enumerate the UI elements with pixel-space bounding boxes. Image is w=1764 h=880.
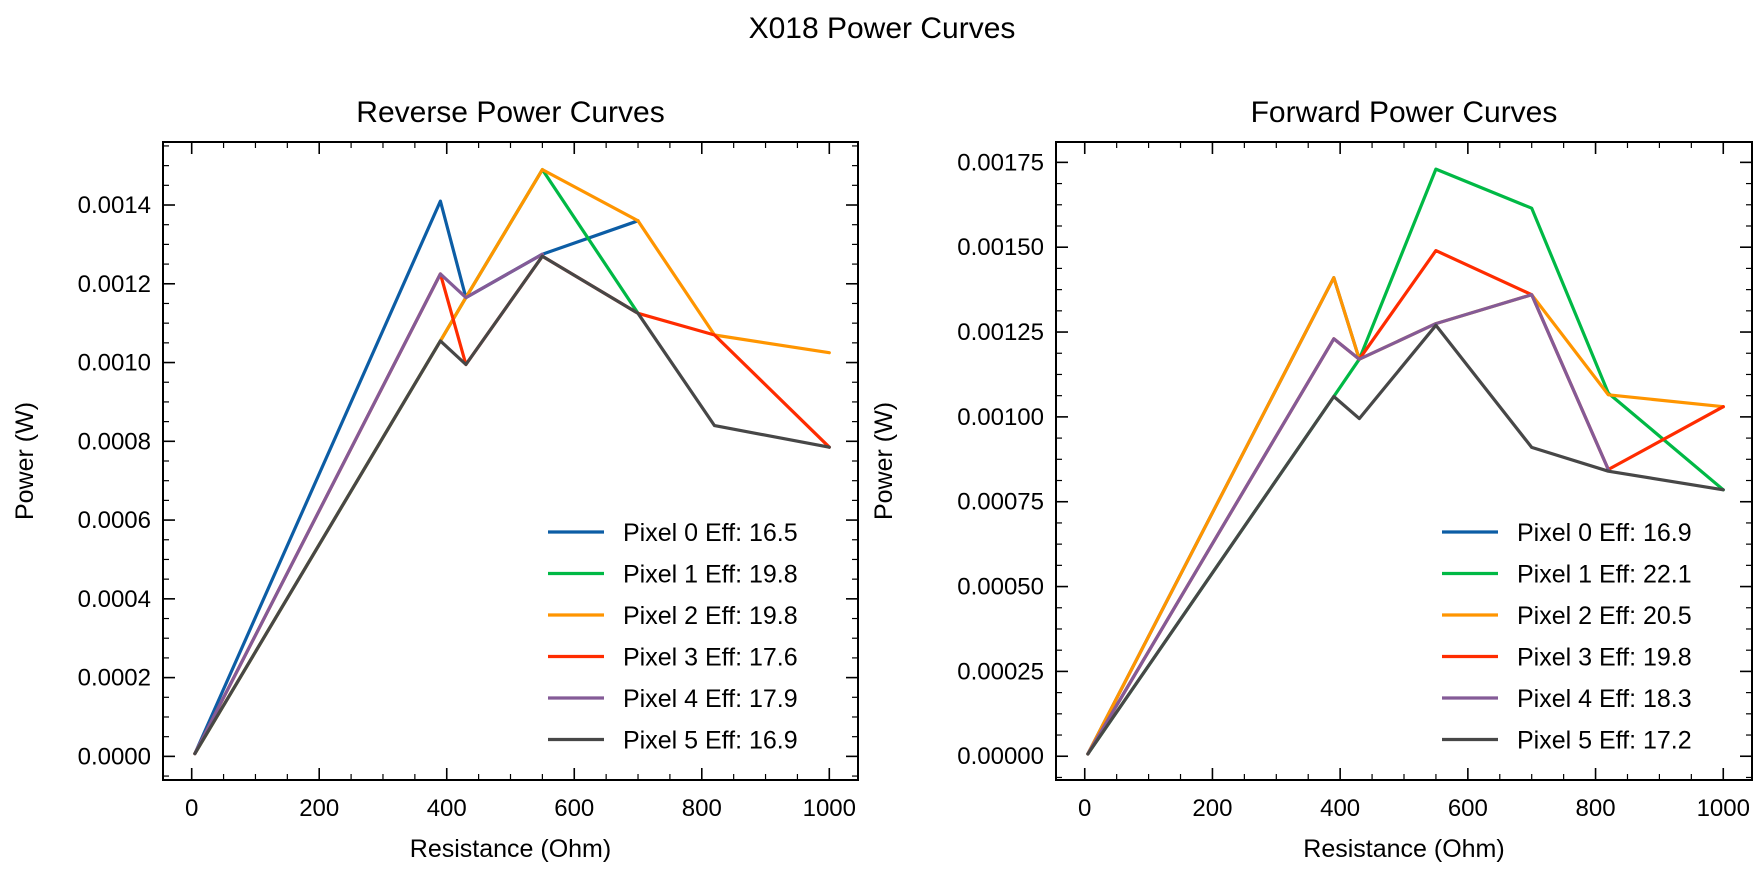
x-tick-label: 200 <box>299 795 339 822</box>
x-tick-label: 200 <box>1192 795 1232 822</box>
figure-suptitle: X018 Power Curves <box>749 12 1016 45</box>
y-tick-label: 0.0012 <box>78 271 151 298</box>
x-tick-label: 600 <box>1448 795 1488 822</box>
y-tick-label: 0.00025 <box>957 658 1044 685</box>
y-tick-label: 0.00000 <box>957 743 1044 770</box>
series-line-3 <box>1086 249 1725 756</box>
y-tick-label: 0.0008 <box>78 428 151 455</box>
y-tick-label: 0.0014 <box>78 192 151 219</box>
legend: Pixel 0 Eff: 16.9 Pixel 1 Eff: 22.1 Pixel … <box>1442 519 1692 755</box>
y-axis-label: Power (W) <box>870 402 898 520</box>
chart-title: Forward Power Curves <box>1251 96 1558 129</box>
y-tick-label: 0.00075 <box>957 489 1044 516</box>
legend-label-1: Pixel 1 Eff: 22.1 <box>1517 561 1692 589</box>
x-tick-label: 800 <box>682 795 722 822</box>
y-tick-label: 0.00050 <box>957 574 1044 601</box>
x-tick-label: 600 <box>554 795 594 822</box>
y-tick-label: 0.00125 <box>957 319 1044 346</box>
chart-title: Reverse Power Curves <box>356 96 664 129</box>
legend-label-5: Pixel 5 Eff: 17.2 <box>1517 727 1692 755</box>
chart-panel-0: Reverse Power Curves 0 200 400 600 800 1000 0.0… <box>11 96 859 863</box>
series-line-4 <box>1086 293 1610 756</box>
legend-label-0: Pixel 0 Eff: 16.9 <box>1517 519 1692 547</box>
x-axis-label: Resistance (Ohm) <box>410 835 611 863</box>
x-tick-label: 0 <box>185 795 198 822</box>
series-line-3 <box>193 254 831 756</box>
legend-label-3: Pixel 3 Eff: 17.6 <box>623 644 798 672</box>
y-tick-label: 0.00100 <box>957 404 1044 431</box>
y-tick-label: 0.0010 <box>78 350 151 377</box>
legend-label-4: Pixel 4 Eff: 18.3 <box>1517 685 1692 713</box>
legend: Pixel 0 Eff: 16.5 Pixel 1 Eff: 19.8 Pixel … <box>548 519 798 755</box>
legend-label-2: Pixel 2 Eff: 19.8 <box>623 602 798 630</box>
legend-label-1: Pixel 1 Eff: 19.8 <box>623 561 798 589</box>
y-axis-label: Power (W) <box>11 402 39 520</box>
x-tick-label: 400 <box>427 795 467 822</box>
series-line-5 <box>1086 323 1725 756</box>
legend-label-0: Pixel 0 Eff: 16.5 <box>623 519 798 547</box>
y-tick-label: 0.0004 <box>78 586 151 613</box>
legend-label-4: Pixel 4 Eff: 17.9 <box>623 685 798 713</box>
y-tick-label: 0.0006 <box>78 507 151 534</box>
series-line-0 <box>193 199 640 756</box>
x-tick-label: 800 <box>1576 795 1616 822</box>
series-line-5 <box>193 254 831 756</box>
x-tick-label: 0 <box>1078 795 1091 822</box>
chart-panel-1: Forward Power Curves 0 200 400 600 800 1000 0.0… <box>870 96 1753 863</box>
y-tick-label: 0.00175 <box>957 149 1044 176</box>
y-tick-label: 0.00150 <box>957 234 1044 261</box>
y-tick-label: 0.0000 <box>78 743 151 770</box>
x-tick-label: 1000 <box>803 795 856 822</box>
x-tick-label: 400 <box>1320 795 1360 822</box>
legend-label-5: Pixel 5 Eff: 16.9 <box>623 727 798 755</box>
y-tick-label: 0.0002 <box>78 665 151 692</box>
legend-label-2: Pixel 2 Eff: 20.5 <box>1517 602 1692 630</box>
x-tick-label: 1000 <box>1697 795 1750 822</box>
x-axis-label: Resistance (Ohm) <box>1303 835 1504 863</box>
legend-label-3: Pixel 3 Eff: 19.8 <box>1517 644 1692 672</box>
series-line-4 <box>193 252 544 756</box>
series-line-2 <box>1086 276 1725 756</box>
